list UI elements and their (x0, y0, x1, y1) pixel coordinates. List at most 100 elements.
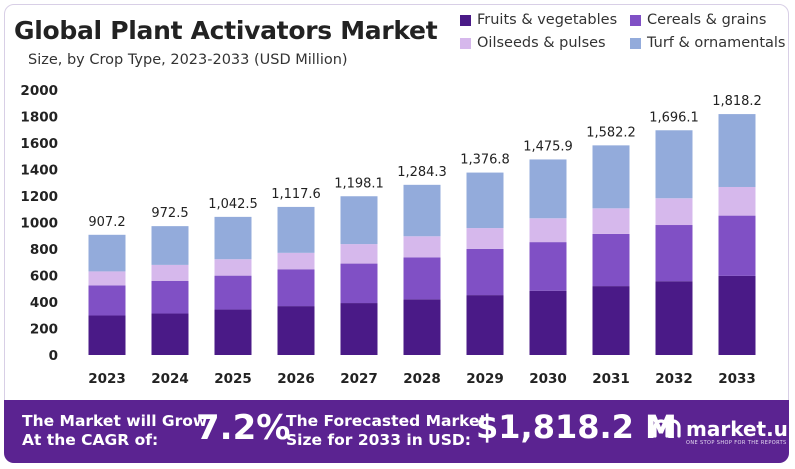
legend-label: Fruits & vegetables (477, 12, 618, 28)
x-tick-label: 2033 (718, 371, 756, 387)
y-tick-label: 800 (30, 242, 58, 258)
bar-segment (340, 303, 378, 355)
brand-tagline: ONE STOP SHOP FOR THE REPORTS (686, 440, 787, 446)
y-tick-label: 0 (49, 348, 58, 364)
bar-segment (403, 236, 441, 258)
bar-segment (592, 286, 630, 355)
bar-segment (214, 275, 252, 310)
bar-segment (151, 313, 189, 355)
y-tick-label: 600 (30, 269, 58, 285)
legend-item-cereals-grains: Cereals & grains (630, 12, 790, 28)
bar-segment (88, 315, 126, 355)
forecast-value: $1,818.2 M (476, 408, 677, 446)
forecast-caption: The Forecasted Market Size for 2033 in U… (286, 412, 487, 450)
bar-total-label: 1,042.5 (208, 197, 258, 212)
bar-segment (277, 206, 315, 253)
bar-total-label: 972.5 (151, 206, 188, 221)
footer-banner: The Market will Grow At the CAGR of: 7.2… (4, 400, 795, 463)
cagr-caption-line-2: At the CAGR of: (22, 431, 159, 449)
cagr-caption: The Market will Grow At the CAGR of: (22, 412, 207, 450)
bar-segment (529, 242, 567, 291)
bar-total-label: 1,117.6 (271, 187, 321, 202)
bar-segment (718, 275, 756, 355)
bar-segment (592, 208, 630, 234)
x-tick-label: 2026 (277, 371, 315, 387)
bar-segment (403, 257, 441, 300)
stacked-bar-chart: 0 200 400 600 800 1000 1200 1400 1600 1800 2000 907… (20, 83, 762, 387)
bar-total-label: 1,475.9 (523, 139, 573, 154)
bar-segment (403, 184, 441, 237)
x-tick-label: 2032 (655, 371, 693, 387)
legend-item-fruits-vegetables: Fruits & vegetables (460, 12, 630, 28)
y-tick-label: 1200 (20, 189, 58, 205)
bar-segment (151, 280, 189, 314)
bar-segment (151, 226, 189, 265)
legend-item-oilseeds-pulses: Oilseeds & pulses (460, 35, 630, 51)
bar-segment (592, 145, 630, 209)
forecast-caption-line-1: The Forecasted Market (286, 412, 487, 430)
bar-segment (529, 218, 567, 243)
bar-segment (655, 198, 693, 226)
brand-name: market.us (686, 417, 795, 441)
y-tick-label: 200 (30, 322, 58, 338)
forecast-caption-line-2: Size for 2033 in USD: (286, 431, 471, 449)
legend-swatch (460, 37, 471, 49)
x-tick-label: 2025 (214, 371, 252, 387)
bar-segment (340, 244, 378, 264)
bar-total-label: 1,582.2 (586, 125, 636, 140)
x-tick-label: 2031 (592, 371, 630, 387)
bar-segment (655, 225, 693, 282)
legend-swatch (630, 37, 641, 49)
legend-swatch (630, 14, 641, 26)
bar-segment (592, 233, 630, 287)
bar-segment (466, 248, 504, 296)
x-tick-label: 2024 (151, 371, 189, 387)
x-tick-label: 2030 (529, 371, 567, 387)
bar-segment (466, 172, 504, 229)
bar-segment (277, 269, 315, 307)
bar-segment (88, 271, 126, 286)
legend-label: Cereals & grains (647, 12, 767, 28)
bar-segment (277, 306, 315, 355)
legend-label: Oilseeds & pulses (477, 35, 606, 51)
bar-segment (403, 299, 441, 355)
legend-item-turf-ornamentals: Turf & ornamentals (630, 35, 790, 51)
bar-segment (340, 263, 378, 304)
bar-segment (340, 196, 378, 245)
bar-segment (655, 281, 693, 355)
x-tick-label: 2029 (466, 371, 504, 387)
bar-segment (718, 186, 756, 216)
bar-segment (214, 216, 252, 260)
y-tick-label: 1800 (20, 110, 58, 126)
bar-segment (88, 234, 126, 272)
chart-title: Global Plant Activators Market (14, 16, 438, 45)
x-tick-label: 2028 (403, 371, 441, 387)
bar-total-label: 907.2 (88, 215, 125, 230)
y-tick-label: 2000 (20, 83, 58, 99)
brand: market.us (652, 416, 795, 442)
bar-segment (151, 264, 189, 281)
bar-segment (529, 159, 567, 219)
bar-segment (277, 252, 315, 270)
legend-label: Turf & ornamentals (647, 35, 786, 51)
bar-segment (466, 228, 504, 249)
legend: Fruits & vegetables Cereals & grains Oil… (460, 12, 790, 51)
bar-total-label: 1,818.2 (712, 94, 762, 109)
chart-subtitle: Size, by Crop Type, 2023-2033 (USD Milli… (28, 52, 348, 68)
bar-total-label: 1,376.8 (460, 153, 510, 168)
bar-total-label: 1,198.1 (334, 176, 384, 191)
bar-segment (718, 215, 756, 276)
cagr-value: 7.2% (196, 408, 291, 448)
x-tick-label: 2023 (88, 371, 126, 387)
bar-segment (466, 295, 504, 355)
x-tick-label: 2027 (340, 371, 378, 387)
bar-segment (88, 285, 126, 316)
y-tick-label: 1600 (20, 136, 58, 152)
bar-total-label: 1,284.3 (397, 165, 447, 180)
y-tick-label: 1400 (20, 163, 58, 179)
bar-segment (718, 114, 756, 187)
bar-segment (655, 130, 693, 199)
bar-segment (214, 309, 252, 355)
market-us-logo-icon (653, 419, 681, 438)
y-tick-label: 1000 (20, 216, 58, 232)
